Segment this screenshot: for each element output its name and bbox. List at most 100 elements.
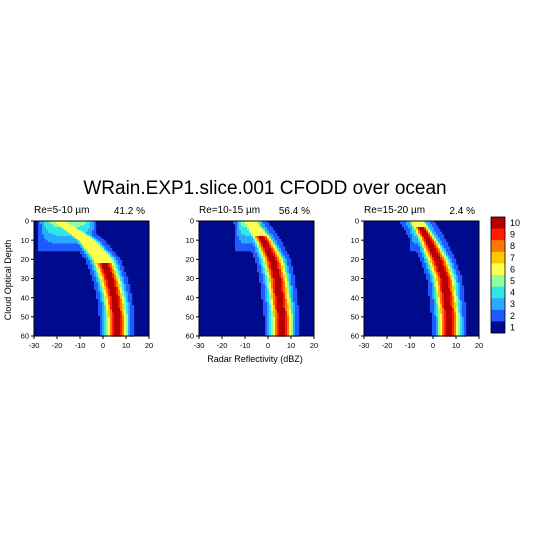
freq-cell (450, 333, 453, 336)
freq-cell (120, 321, 123, 324)
freq-cell (432, 258, 435, 261)
freq-cell (247, 224, 250, 226)
freq-cell (120, 260, 123, 262)
freq-cell (428, 221, 431, 223)
freq-cell (122, 305, 125, 307)
freq-cell (277, 257, 280, 259)
freq-cell (100, 272, 103, 274)
freq-cell (118, 309, 121, 312)
freq-cell (430, 260, 433, 262)
freq-cell (70, 228, 73, 231)
freq-cell (118, 303, 121, 306)
freq-cell (444, 285, 447, 288)
freq-cell (78, 236, 81, 238)
freq-cell (100, 276, 103, 279)
freq-cell (438, 333, 441, 336)
freq-cell (80, 246, 83, 249)
freq-cell (257, 227, 260, 229)
freq-cell (436, 329, 439, 331)
freq-cell (128, 318, 131, 321)
x-tick-label: 10 (122, 341, 130, 350)
freq-cell (114, 320, 117, 322)
freq-cell (287, 257, 290, 259)
freq-cell (291, 276, 294, 279)
freq-cell (92, 266, 95, 268)
freq-cell (100, 284, 103, 286)
freq-cell (436, 320, 439, 322)
freq-cell (428, 254, 431, 256)
freq-cell (92, 243, 95, 246)
freq-cell (257, 243, 260, 246)
freq-cell (58, 234, 61, 237)
freq-cell (239, 249, 242, 252)
freq-cell (104, 272, 107, 274)
freq-cell (261, 242, 264, 244)
freq-cell (428, 264, 431, 267)
freq-cell (48, 249, 51, 252)
freq-cell (448, 252, 451, 255)
freq-cell (86, 233, 89, 235)
freq-cell (452, 305, 455, 307)
freq-cell (46, 234, 49, 237)
freq-cell (277, 291, 280, 294)
freq-cell (452, 263, 455, 265)
freq-cell (269, 227, 272, 229)
freq-cell (100, 306, 103, 309)
freq-cell (84, 222, 87, 225)
freq-cell (100, 243, 103, 246)
freq-cell (108, 252, 111, 255)
freq-cell (86, 251, 89, 253)
freq-cell (444, 314, 447, 316)
freq-cell (52, 249, 55, 252)
freq-cell (281, 288, 284, 291)
freq-cell (122, 282, 125, 285)
freq-cell (255, 261, 258, 264)
freq-cell (464, 329, 467, 331)
freq-cell (120, 317, 123, 319)
freq-cell (110, 297, 113, 300)
freq-cell (82, 234, 85, 237)
freq-cell (102, 261, 105, 264)
freq-cell (104, 293, 107, 295)
freq-cell (432, 272, 435, 274)
freq-cell (58, 227, 61, 229)
freq-cell (446, 290, 449, 292)
freq-cell (297, 333, 300, 336)
freq-cell (245, 227, 248, 229)
freq-cell (283, 279, 286, 282)
freq-cell (247, 246, 250, 249)
freq-cell (237, 231, 240, 234)
freq-cell (426, 243, 429, 246)
freq-cell (273, 332, 276, 334)
panel-percent: 41.2 % (114, 206, 145, 217)
freq-cell (102, 290, 105, 292)
freq-cell (243, 242, 246, 244)
freq-cell (420, 236, 423, 238)
freq-cell (98, 300, 101, 303)
freq-cell (66, 227, 69, 229)
freq-cell (440, 306, 443, 309)
freq-cell (281, 269, 284, 271)
freq-cell (263, 254, 266, 256)
freq-cell (273, 243, 276, 246)
freq-cell (86, 239, 89, 241)
freq-cell (92, 252, 95, 255)
freq-cell (130, 302, 133, 304)
freq-cell (460, 291, 463, 294)
freq-cell (235, 231, 238, 234)
x-tick-label: -20 (52, 341, 63, 350)
freq-cell (235, 243, 238, 246)
freq-cell (293, 315, 296, 318)
freq-cell (259, 252, 262, 255)
y-tick-label: 40 (351, 293, 359, 302)
freq-cell (273, 311, 276, 313)
freq-cell (285, 293, 288, 295)
freq-cell (106, 249, 109, 252)
freq-cell (418, 227, 421, 229)
freq-cell (74, 236, 77, 238)
freq-cell (438, 281, 441, 283)
freq-cell (452, 315, 455, 318)
freq-cell (100, 257, 103, 259)
freq-cell (46, 240, 49, 243)
freq-cell (448, 281, 451, 283)
